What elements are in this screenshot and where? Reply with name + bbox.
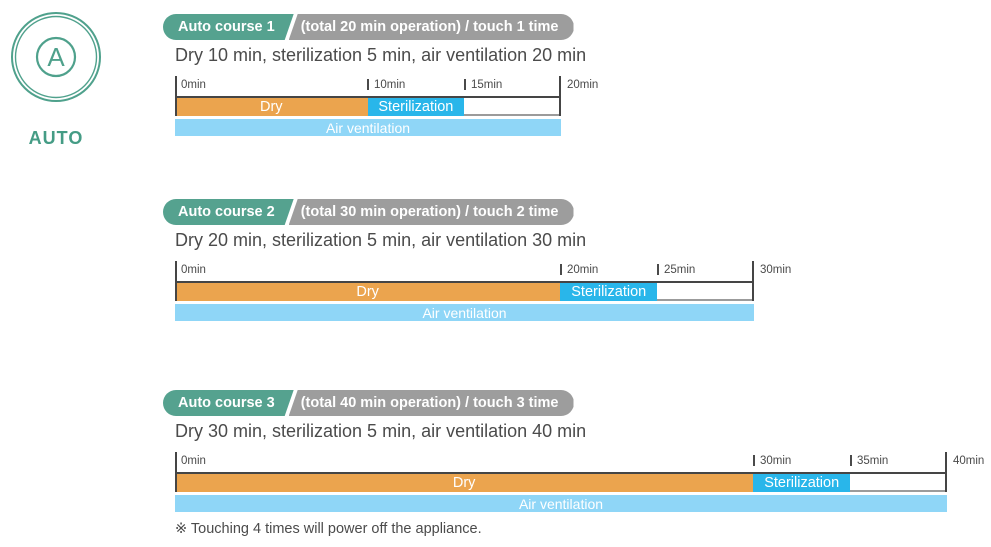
course-1-header-pill: Auto course 1 (total 20 min operation) /… xyxy=(163,14,574,40)
axis-tick-10min xyxy=(367,79,369,90)
timeline-axis: 0min 30min 35min 40min xyxy=(175,452,984,472)
air-ventilation-bar: Air ventilation xyxy=(175,119,561,136)
air-ventilation-bar: Air ventilation xyxy=(175,304,754,321)
auto-course-2-section: Auto course 2 (total 30 min operation) /… xyxy=(163,199,791,321)
course-2-description: Dry 20 min, sterilization 5 min, air ven… xyxy=(175,230,587,250)
axis-label-15min: 15min xyxy=(471,79,503,91)
axis-label-10min: 10min xyxy=(374,79,406,91)
dry-phase-bar: Dry xyxy=(175,98,368,116)
timeline-axis: 0min 20min 25min 30min xyxy=(175,261,791,281)
course-2-header-pill: Auto course 2 (total 30 min operation) /… xyxy=(163,199,574,225)
course-3-description: Dry 30 min, sterilization 5 min, air ven… xyxy=(175,421,587,441)
auto-course-3-section: Auto course 3 (total 40 min operation) /… xyxy=(163,390,984,512)
axis-right-edge xyxy=(945,452,947,492)
axis-label-30min: 30min xyxy=(760,264,792,276)
axis-tick-25min xyxy=(657,264,659,275)
timeline-axis: 0min 10min 15min 20min xyxy=(175,76,598,96)
course-2-timeline-chart: 0min 20min 25min 30min Dry Sterilization Air v… xyxy=(175,261,791,321)
dry-phase-bar: Dry xyxy=(175,474,754,492)
remaining-time-box xyxy=(657,283,754,301)
axis-tick-20min xyxy=(560,264,562,275)
course-3-header-pill: Auto course 3 (total 40 min operation) /… xyxy=(163,390,574,416)
sterilization-phase-bar: Sterilization xyxy=(753,474,851,492)
axis-tick-30min xyxy=(753,455,755,466)
course-3-title: Auto course 3 xyxy=(163,390,294,416)
auto-course-1-section: Auto course 1 (total 20 min operation) /… xyxy=(163,14,598,136)
sterilization-phase-bar: Sterilization xyxy=(367,98,465,116)
axis-right-edge xyxy=(559,76,561,116)
axis-label-40min: 40min xyxy=(953,455,985,467)
axis-label-20min: 20min xyxy=(567,79,599,91)
axis-tick-35min xyxy=(850,455,852,466)
axis-label-0min: 0min xyxy=(181,455,206,467)
axis-label-20min: 20min xyxy=(567,264,599,276)
remaining-time-box xyxy=(850,474,947,492)
axis-label-35min: 35min xyxy=(857,455,889,467)
course-1-operation-info: (total 20 min operation) / touch 1 time xyxy=(288,14,574,40)
auto-label: AUTO xyxy=(28,128,84,148)
course-3-timeline-chart: 0min 30min 35min 40min Dry Sterilization Air v… xyxy=(175,452,984,512)
course-2-title: Auto course 2 xyxy=(163,199,294,225)
remaining-time-box xyxy=(464,98,561,116)
course-1-title: Auto course 1 xyxy=(163,14,294,40)
axis-label-0min: 0min xyxy=(181,79,206,91)
axis-left-edge xyxy=(175,76,177,116)
course-3-operation-info: (total 40 min operation) / touch 3 time xyxy=(288,390,574,416)
power-off-footnote: ※ Touching 4 times will power off the ap… xyxy=(175,521,482,537)
phase-bar-row: Dry Sterilization xyxy=(175,96,561,116)
course-1-timeline-chart: 0min 10min 15min 20min Dry Sterilization Air v… xyxy=(175,76,598,136)
sterilization-phase-bar: Sterilization xyxy=(560,283,658,301)
axis-left-edge xyxy=(175,452,177,492)
course-1-description: Dry 10 min, sterilization 5 min, air ven… xyxy=(175,45,587,65)
auto-mode-badge: A AUTO xyxy=(8,10,104,149)
auto-circle-icon: A xyxy=(11,12,101,102)
axis-right-edge xyxy=(752,261,754,301)
air-ventilation-bar: Air ventilation xyxy=(175,495,947,512)
axis-label-30min: 30min xyxy=(760,455,792,467)
axis-label-25min: 25min xyxy=(664,264,696,276)
course-2-operation-info: (total 30 min operation) / touch 2 time xyxy=(288,199,574,225)
dry-phase-bar: Dry xyxy=(175,283,561,301)
auto-letter: A xyxy=(47,42,65,72)
axis-left-edge xyxy=(175,261,177,301)
axis-tick-15min xyxy=(464,79,466,90)
phase-bar-row: Dry Sterilization xyxy=(175,281,754,301)
phase-bar-row: Dry Sterilization xyxy=(175,472,947,492)
axis-label-0min: 0min xyxy=(181,264,206,276)
